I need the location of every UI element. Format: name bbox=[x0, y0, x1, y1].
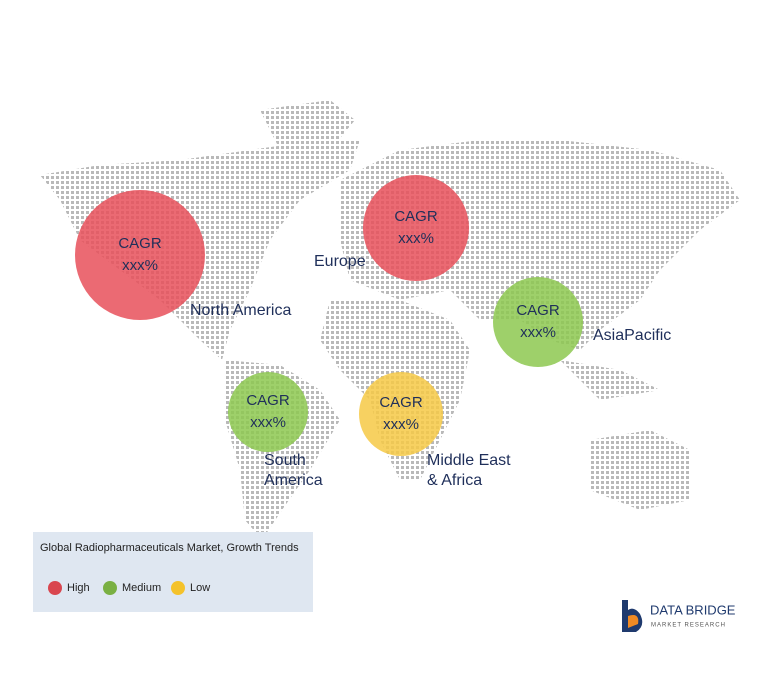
cagr-label: CAGR bbox=[516, 302, 560, 319]
legend-items: High Medium Low bbox=[48, 581, 210, 595]
region-marker: CAGR xxx% Europe bbox=[314, 175, 469, 281]
growth-circle bbox=[493, 277, 583, 367]
region-label: & Africa bbox=[427, 472, 482, 489]
continents bbox=[40, 100, 740, 540]
australia-shape bbox=[590, 430, 690, 510]
cagr-label: CAGR bbox=[394, 208, 438, 225]
region-markers: CAGR xxx% North America CAGR xxx% Europe CAGR x… bbox=[75, 175, 671, 489]
logo-name: DATA BRIDGE bbox=[650, 602, 736, 617]
growth-circle bbox=[363, 175, 469, 281]
legend-label: High bbox=[67, 582, 90, 594]
logo-tagline: MARKET RESEARCH bbox=[651, 623, 726, 629]
islands-shape bbox=[560, 360, 660, 400]
legend-swatch bbox=[171, 581, 185, 595]
cagr-label: CAGR bbox=[118, 235, 162, 252]
region-marker: CAGR xxx% South America bbox=[228, 372, 323, 489]
legend: Global Radiopharmaceuticals Market, Grow… bbox=[33, 532, 313, 612]
growth-circle bbox=[228, 372, 308, 452]
logo-icon-accent bbox=[628, 615, 639, 628]
cagr-value: xxx% bbox=[398, 230, 434, 247]
region-label: AsiaPacific bbox=[593, 327, 671, 344]
logo: DATA BRIDGE MARKET RESEARCH bbox=[622, 600, 736, 632]
cagr-value: xxx% bbox=[383, 416, 419, 433]
region-marker: CAGR xxx% Middle East & Africa bbox=[359, 372, 511, 489]
legend-swatch bbox=[48, 581, 62, 595]
legend-box bbox=[33, 532, 313, 612]
legend-label: Medium bbox=[122, 582, 161, 594]
legend-swatch bbox=[103, 581, 117, 595]
growth-circle bbox=[75, 190, 205, 320]
legend-label: Low bbox=[190, 582, 210, 594]
region-label: Middle East bbox=[427, 452, 511, 469]
cagr-value: xxx% bbox=[122, 257, 158, 274]
growth-circle bbox=[359, 372, 443, 456]
cagr-value: xxx% bbox=[520, 324, 556, 341]
greenland-shape bbox=[260, 100, 355, 160]
region-label: South bbox=[264, 452, 306, 469]
region-label: Europe bbox=[314, 253, 366, 270]
cagr-label: CAGR bbox=[379, 394, 423, 411]
region-marker: CAGR xxx% North America bbox=[75, 190, 291, 320]
region-label: North America bbox=[190, 302, 291, 319]
region-label: America bbox=[264, 472, 323, 489]
legend-title: Global Radiopharmaceuticals Market, Grow… bbox=[40, 542, 299, 554]
region-marker: CAGR xxx% AsiaPacific bbox=[493, 277, 671, 367]
cagr-value: xxx% bbox=[250, 414, 286, 431]
cagr-label: CAGR bbox=[246, 392, 290, 409]
